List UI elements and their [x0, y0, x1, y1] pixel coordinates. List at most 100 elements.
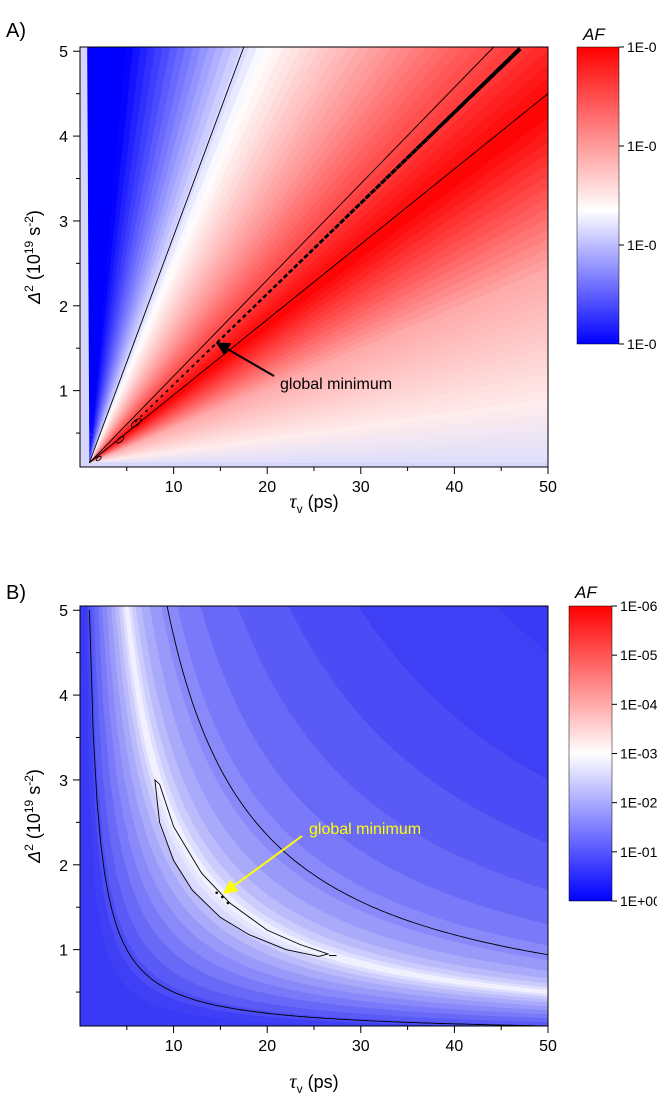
- colorbar-b-gradient: [568, 605, 613, 902]
- x-tick-label-b: 20: [258, 1038, 276, 1055]
- valley-dash-a: [497, 62, 506, 71]
- valley-dash-a: [344, 213, 351, 220]
- valley-dash-a: [405, 152, 413, 160]
- annotation-arrow-a: [215, 342, 275, 377]
- valley-dash-a: [333, 223, 340, 230]
- y-tick-label-a: 1: [59, 384, 68, 401]
- x-tick-label-a: 20: [258, 479, 276, 496]
- valley-dash-a: [267, 288, 273, 294]
- valley-dash-a: [252, 303, 257, 309]
- heatmap-a: [80, 47, 548, 467]
- contour-line-a: [89, 93, 548, 464]
- valley-dash-a: [323, 233, 330, 240]
- x-axis-label-a: τv (ps): [289, 491, 338, 516]
- valley-dash-a: [155, 399, 159, 403]
- heatmap-a-band: [89, 47, 171, 463]
- valley-dash-a: [272, 283, 278, 289]
- valley-dash-a: [349, 208, 356, 215]
- valley-dash-a: [492, 67, 501, 76]
- x-tick-label-b: 40: [446, 1038, 464, 1055]
- heatmap-b-band: [124, 606, 548, 995]
- valley-dash-a: [482, 77, 491, 86]
- valley-dash-a: [293, 263, 299, 269]
- x-axis-label-b: τv (ps): [289, 1071, 338, 1096]
- colorbar-a-title: AF: [582, 25, 606, 44]
- valley-dash-a: [441, 117, 449, 126]
- panel-a: A) 10 20 30 40 50 1 2 3 4 5 τv (ps) Δ2 (1019 s-2…: [6, 20, 657, 516]
- valley-dash-a: [354, 203, 361, 210]
- colorbar-tick-label-a: 1E-01: [627, 336, 657, 352]
- colorbar-tick-label-b: 1E-01: [620, 844, 657, 860]
- contour-line-b: [88, 610, 548, 1026]
- heatmap-a-band: [89, 47, 350, 463]
- valley-dash-a: [160, 394, 164, 398]
- x-axis-a: 10 20 30 40 50: [126, 467, 557, 496]
- valley-dash-a: [410, 147, 418, 155]
- valley-dash-a: [390, 167, 398, 175]
- heatmap-a-band: [89, 47, 225, 463]
- valley-dash-a: [364, 193, 372, 200]
- valley-dash-a: [374, 183, 382, 190]
- valley-dash-a: [216, 339, 221, 344]
- heatmap-a-band: [89, 47, 548, 463]
- valley-dash-a: [180, 374, 185, 378]
- colorbar-tick-label-b: 1E-03: [620, 746, 657, 762]
- y-tick-label-a: 4: [59, 129, 68, 146]
- valley-dash-a: [339, 218, 346, 225]
- panel-b: B) 10 20 30 40 50 1 2 3 4 5 τv (ps) Δ2 (1019 s-2…: [6, 582, 657, 1096]
- colorbar-tick-label-b: 1E-04: [620, 696, 657, 712]
- valley-dash-a: [257, 298, 263, 304]
- valley-dash-a: [277, 278, 283, 284]
- valley-dash-a: [379, 178, 387, 185]
- heatmap-b-minimum-dots: [215, 891, 230, 905]
- y-axis-b: 1 2 3 4 5: [59, 603, 80, 993]
- valley-dash-a: [436, 122, 444, 131]
- contour-loop-a: [95, 455, 102, 462]
- heatmap-a-band: [89, 47, 163, 463]
- valley-dash-a: [165, 389, 169, 393]
- minimum-dot-b: [220, 895, 224, 899]
- valley-dash-a: [221, 334, 226, 339]
- valley-dash-a: [170, 384, 174, 388]
- colorbar-a-gradient: [576, 46, 620, 345]
- contour-line-a: [88, 47, 245, 463]
- valley-dash-a: [461, 97, 470, 106]
- valley-dash-a: [471, 87, 481, 96]
- valley-dash-a: [231, 323, 237, 329]
- heatmap-a-band: [89, 47, 302, 463]
- valley-dash-a: [201, 354, 206, 359]
- heatmap-a-minimum-valley: [134, 47, 522, 423]
- valley-dash-a: [451, 107, 460, 116]
- valley-dash-a: [313, 243, 320, 250]
- valley-dash-a: [287, 268, 294, 274]
- annotation-text-a: global minimum: [280, 376, 392, 393]
- heatmap-b-contours: [88, 606, 548, 1026]
- colorbar-a: AF 1E-04 1E-03 1E-02 1E-01: [576, 25, 657, 352]
- y-tick-label-b: 3: [59, 773, 68, 790]
- heatmap-a-band: [89, 47, 233, 463]
- colorbar-a-ticks: 1E-04 1E-03 1E-02 1E-01: [619, 39, 657, 352]
- colorbar-tick-label-b: 1E-05: [620, 647, 657, 663]
- heatmap-a-contours: [88, 47, 548, 464]
- valley-dash-a: [415, 142, 423, 150]
- heatmap-a-band: [89, 47, 311, 463]
- valley-dash-a: [144, 409, 148, 413]
- annotation-text-b: global minimum: [309, 821, 421, 838]
- colorbar-tick-label-b: 1E-06: [620, 598, 657, 614]
- y-tick-label-a: 5: [59, 44, 68, 61]
- heatmap-a-band: [89, 47, 201, 463]
- valley-dash-a: [359, 198, 366, 205]
- annotation-arrow-b: [222, 835, 303, 894]
- annotation-b: global minimum: [222, 821, 421, 894]
- contour-loop-a: [116, 436, 125, 444]
- y-tick-label-a: 3: [59, 214, 68, 231]
- y-axis-label-b: Δ2 (1019 s-2): [22, 769, 44, 864]
- heatmap-a-band: [89, 47, 427, 463]
- valley-dash-a: [196, 359, 200, 363]
- heatmap-a-band: [89, 47, 506, 463]
- minimum-dot-b: [215, 891, 218, 895]
- valley-dash-a: [420, 137, 429, 146]
- colorbar-b-title: AF: [574, 583, 598, 602]
- y-tick-label-b: 5: [59, 603, 68, 620]
